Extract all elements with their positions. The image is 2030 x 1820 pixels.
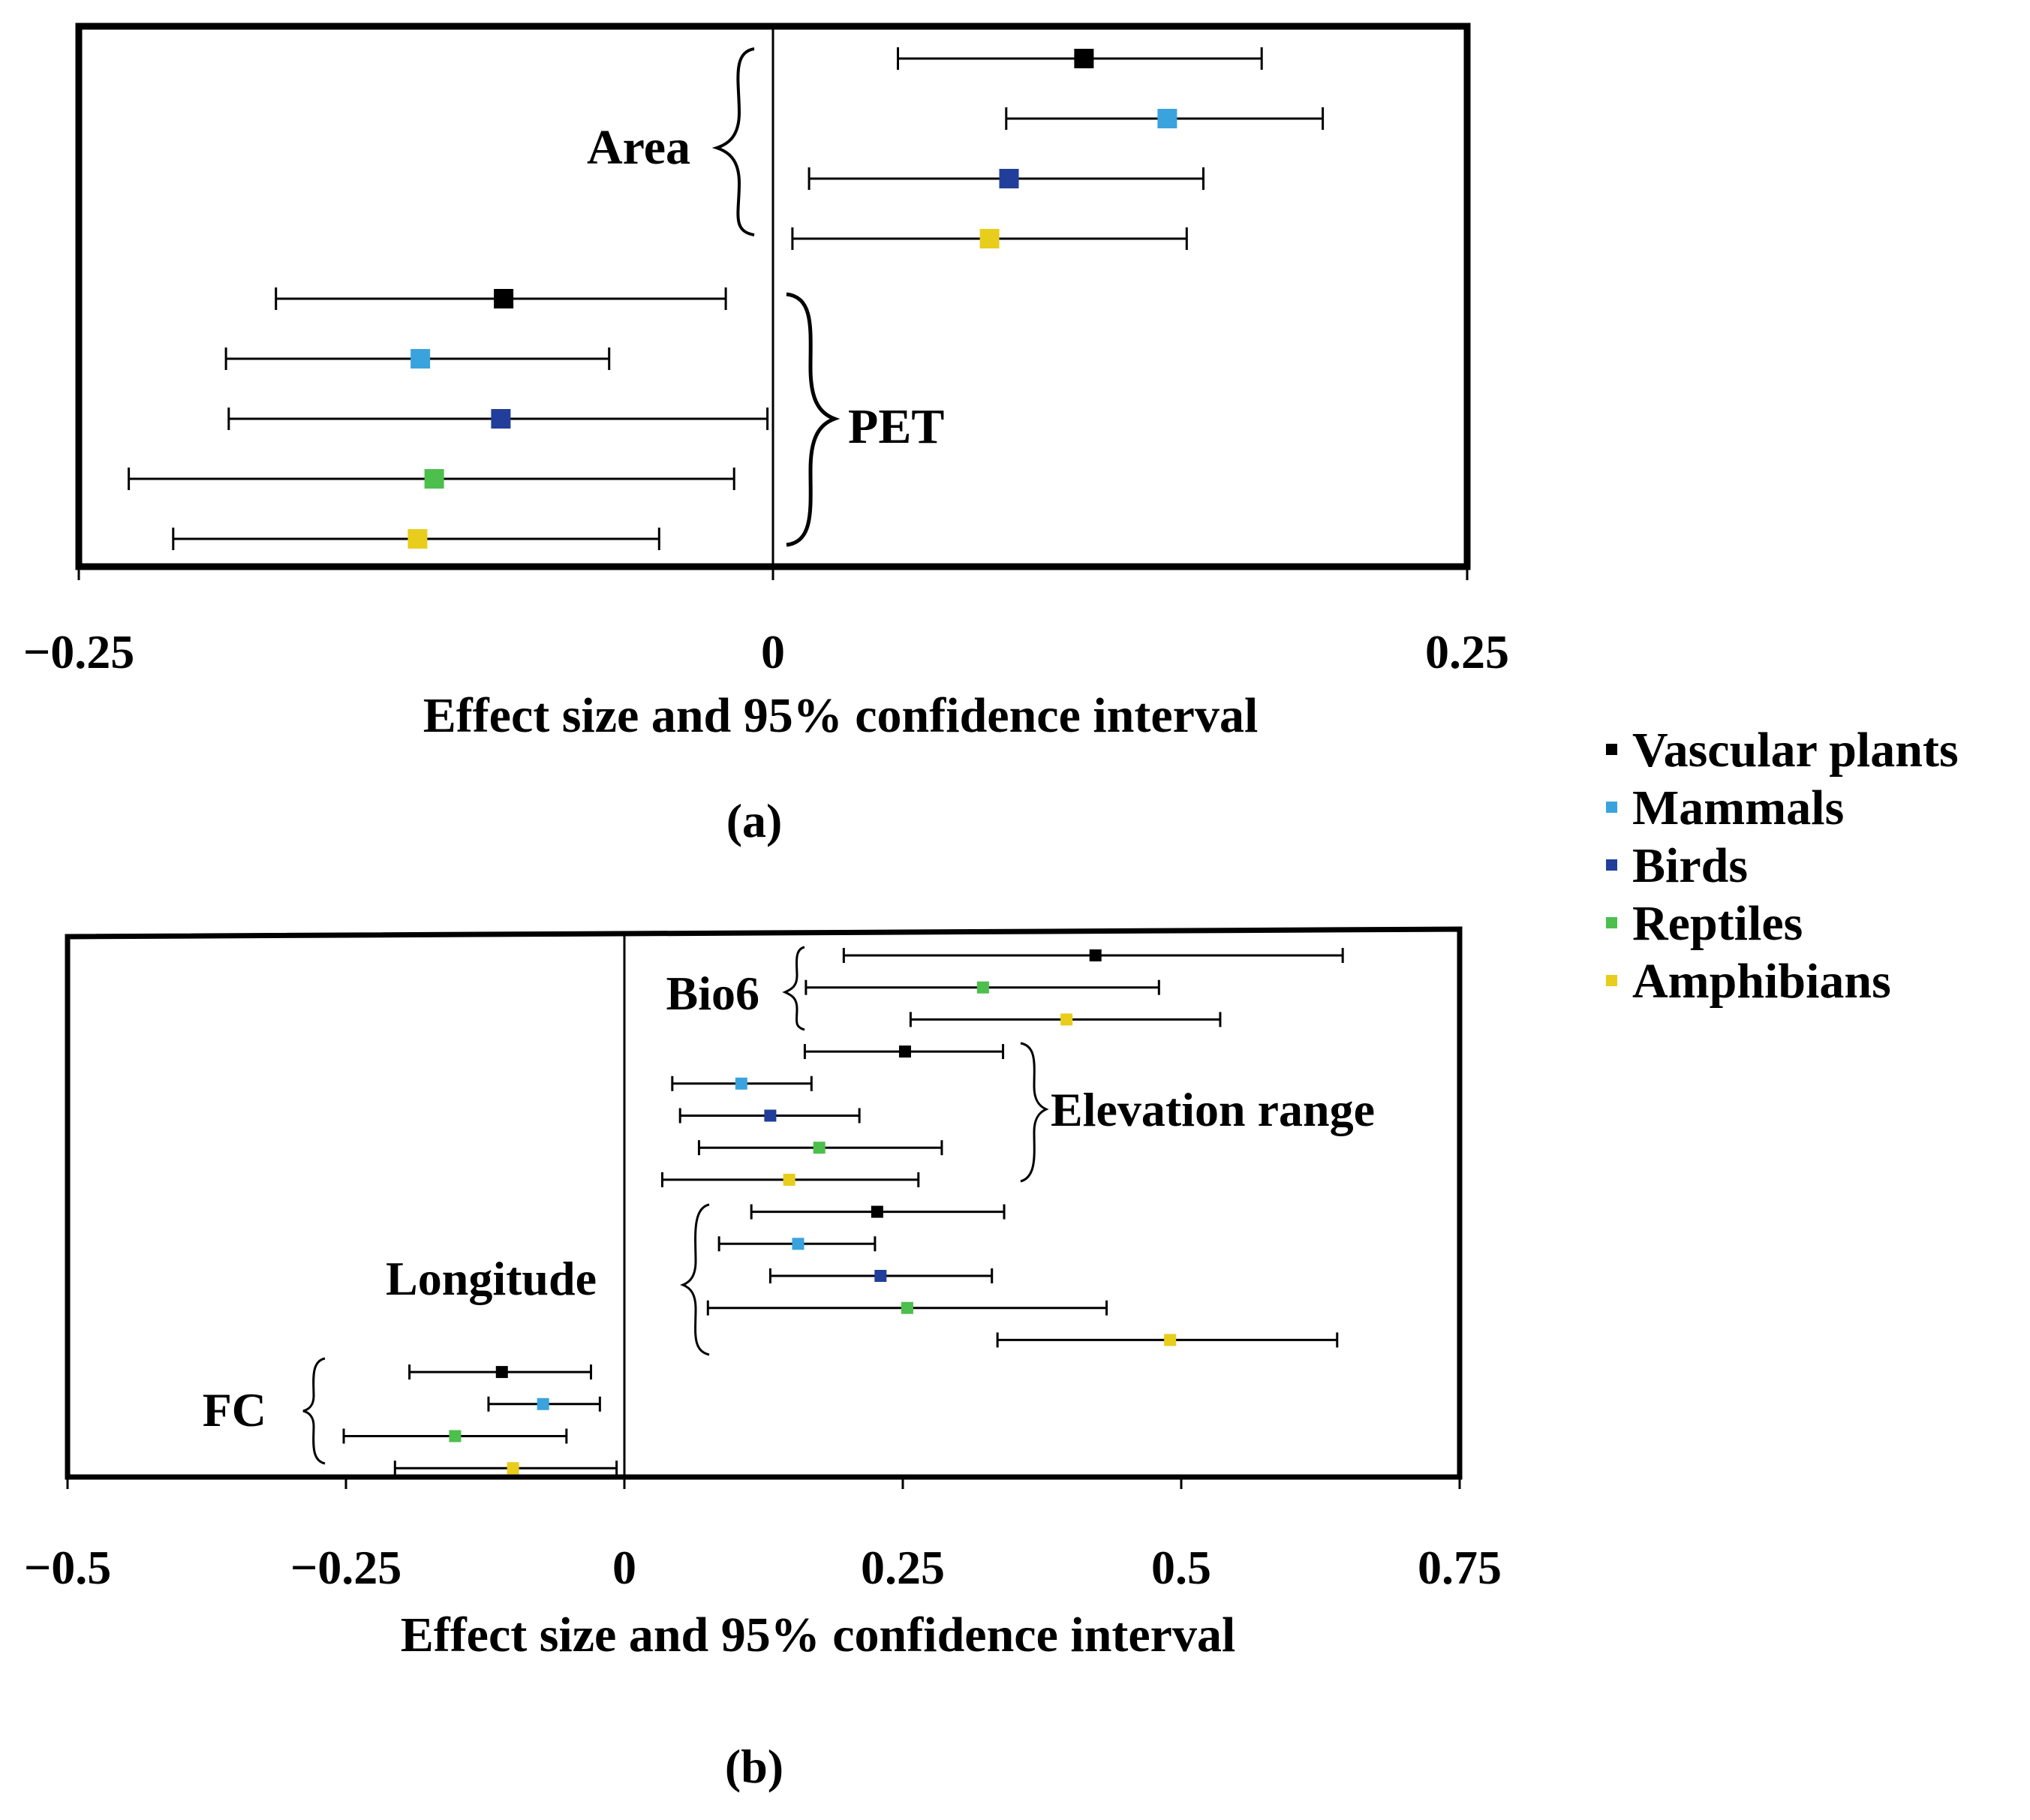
elevation-range-amphibians-estimate-marker bbox=[783, 1173, 795, 1186]
legend-swatch-birds bbox=[1606, 859, 1617, 871]
fc-mammals-estimate-marker bbox=[537, 1397, 549, 1410]
pet-group-label: PET bbox=[848, 399, 944, 454]
pet-mammals-estimate-marker bbox=[411, 349, 431, 369]
legend-swatch-amphibians bbox=[1606, 975, 1617, 986]
area-vascular-plants-row bbox=[897, 47, 1263, 70]
elevation-range-reptiles-estimate-marker bbox=[813, 1142, 826, 1154]
area-birds-row bbox=[807, 167, 1204, 190]
panel-b-tick-label: 0.75 bbox=[1418, 1541, 1502, 1594]
legend-label-reptiles: Reptiles bbox=[1632, 896, 1803, 951]
elevation-range-brace bbox=[1020, 1042, 1049, 1183]
fc-mammals-row bbox=[487, 1396, 601, 1412]
bio6-vascular-plants-row bbox=[842, 948, 1344, 963]
area-brace bbox=[711, 47, 755, 236]
bio6-reptiles-estimate-marker bbox=[976, 981, 989, 994]
legend-label-birds: Birds bbox=[1632, 838, 1748, 893]
pet-reptiles-estimate-marker bbox=[424, 469, 444, 489]
area-mammals-estimate-marker bbox=[1157, 109, 1177, 128]
bio6-vascular-plants-estimate-marker bbox=[1089, 949, 1102, 961]
legend-label-amphibians: Amphibians bbox=[1632, 954, 1891, 1009]
pet-vascular-plants-estimate-marker bbox=[494, 289, 514, 308]
elevation-range-mammals-row bbox=[671, 1075, 813, 1091]
area-vascular-plants-estimate-marker bbox=[1074, 49, 1094, 68]
pet-brace bbox=[786, 292, 841, 547]
elevation-range-reptiles-row bbox=[697, 1140, 943, 1156]
area-amphibians-row bbox=[791, 227, 1188, 250]
fc-vascular-plants-estimate-marker bbox=[495, 1366, 508, 1379]
longitude-vascular-plants-estimate-marker bbox=[871, 1205, 883, 1218]
pet-mammals-row bbox=[224, 347, 611, 370]
panel-a-tick-label: 0.25 bbox=[1425, 625, 1509, 678]
fc-amphibians-row bbox=[393, 1461, 618, 1476]
legend-label-mammals: Mammals bbox=[1632, 781, 1844, 835]
longitude-vascular-plants-row bbox=[750, 1204, 1006, 1220]
longitude-brace bbox=[679, 1203, 710, 1356]
fc-amphibians-estimate-marker bbox=[507, 1462, 519, 1475]
panel-b-tick-label: 0.5 bbox=[1151, 1541, 1211, 1594]
panel-b-tick-label: 0 bbox=[612, 1541, 636, 1594]
pet-vascular-plants-row bbox=[275, 287, 727, 310]
pet-amphibians-row bbox=[172, 528, 660, 550]
longitude-reptiles-row bbox=[706, 1300, 1108, 1316]
bio6-amphibians-estimate-marker bbox=[1060, 1013, 1073, 1026]
longitude-amphibians-estimate-marker bbox=[1164, 1334, 1177, 1346]
legend-swatch-mammals bbox=[1606, 802, 1617, 813]
fc-group-label: FC bbox=[203, 1383, 266, 1436]
longitude-birds-row bbox=[768, 1268, 994, 1283]
longitude-mammals-row bbox=[717, 1236, 877, 1252]
bio6-group-label: Bio6 bbox=[666, 967, 759, 1020]
panel-b-label: (b) bbox=[725, 1740, 783, 1793]
panel-b: −0.5 −0.25 0 0.25 0.5 0.75 Bio6 Elevation ran… bbox=[24, 926, 1502, 1793]
elevation-range-mammals-estimate-marker bbox=[735, 1077, 747, 1090]
legend-label-vascular-plants: Vascular plants bbox=[1632, 723, 1959, 778]
fc-brace bbox=[302, 1357, 326, 1465]
pet-birds-row bbox=[227, 408, 769, 430]
pet-birds-estimate-marker bbox=[491, 409, 511, 429]
panel-b-frame bbox=[65, 926, 1463, 1480]
area-birds-estimate-marker bbox=[999, 169, 1019, 188]
area-mammals-row bbox=[1005, 107, 1325, 130]
elevation-range-vascular-plants-row bbox=[803, 1044, 1005, 1060]
panel-a-x-axis-title: Effect size and 95% confidence interval bbox=[423, 688, 1259, 743]
panel-a-label: (a) bbox=[726, 794, 783, 847]
elevation-range-vascular-plants-estimate-marker bbox=[898, 1045, 911, 1058]
bio6-amphibians-row bbox=[909, 1012, 1222, 1027]
pet-amphibians-estimate-marker bbox=[408, 529, 428, 549]
area-amphibians-estimate-marker bbox=[979, 229, 1000, 248]
elevation-range-group-label: Elevation range bbox=[1051, 1083, 1375, 1136]
panel-a: −0.25 0 0.25 Area PET Effect size and 95% … bbox=[23, 23, 1509, 847]
panel-b-tick-label: −0.5 bbox=[24, 1541, 111, 1594]
elevation-range-birds-row bbox=[678, 1108, 861, 1124]
longitude-mammals-estimate-marker bbox=[792, 1238, 804, 1250]
longitude-group-label: Longitude bbox=[386, 1252, 597, 1305]
area-group-label: Area bbox=[587, 120, 690, 175]
legend-swatch-reptiles bbox=[1606, 917, 1617, 928]
bio6-brace bbox=[782, 946, 805, 1031]
elevation-range-amphibians-row bbox=[660, 1172, 920, 1187]
panel-b-tick-label: −0.25 bbox=[290, 1541, 401, 1594]
longitude-amphibians-row bbox=[996, 1332, 1339, 1348]
fc-vascular-plants-row bbox=[408, 1364, 592, 1380]
elevation-range-birds-estimate-marker bbox=[764, 1109, 777, 1122]
panel-a-tick-label: −0.25 bbox=[23, 625, 134, 678]
fc-reptiles-row bbox=[342, 1428, 568, 1444]
fc-reptiles-estimate-marker bbox=[449, 1430, 462, 1442]
pet-reptiles-row bbox=[128, 468, 735, 490]
panel-a-tick-label: 0 bbox=[761, 625, 785, 678]
longitude-reptiles-estimate-marker bbox=[901, 1301, 913, 1314]
legend: Vascular plantsMammalsBirdsReptilesAmphi… bbox=[1606, 723, 1959, 1009]
panel-b-tick-label: 0.25 bbox=[861, 1541, 945, 1594]
legend-swatch-vascular-plants bbox=[1606, 744, 1617, 755]
longitude-birds-estimate-marker bbox=[874, 1270, 887, 1282]
panel-b-x-axis-title: Effect size and 95% confidence interval bbox=[401, 1608, 1236, 1662]
bio6-reptiles-row bbox=[804, 979, 1160, 995]
